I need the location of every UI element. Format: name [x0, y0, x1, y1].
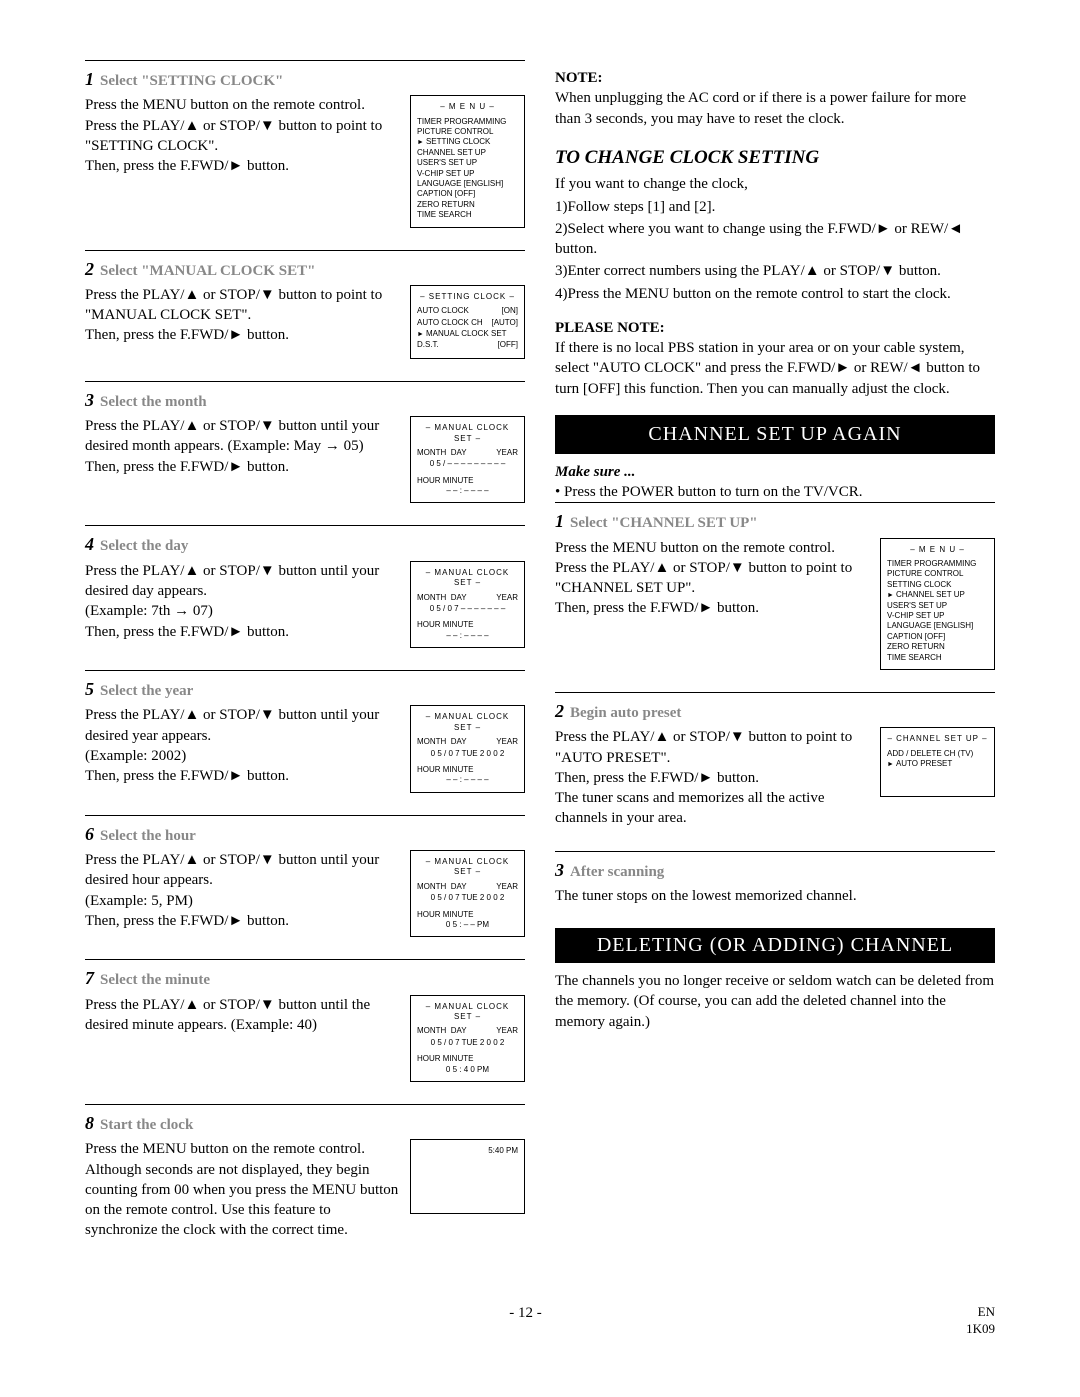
step-number: 8	[85, 1113, 94, 1133]
please-note-text: If there is no local PBS station in your…	[555, 338, 995, 399]
instruction-step: 1 Select "SETTING CLOCK" Press the MENU bu…	[85, 60, 525, 228]
note-text: When unplugging the AC cord or if there …	[555, 88, 995, 129]
right-steps-container: 1 Select "CHANNEL SET UP" Press the MENU b…	[555, 502, 995, 906]
step-number: 6	[85, 824, 94, 844]
change-list: 1)Follow steps [1] and [2].2)Select wher…	[555, 197, 995, 304]
osd-screen: – MANUAL CLOCK SET –MONTH DAYYEAR0 5 / 0…	[410, 705, 525, 792]
make-sure-bullet: • Press the POWER button to turn on the …	[555, 482, 995, 502]
instruction-step: 5 Select the year Press the PLAY/▲ or STOP…	[85, 670, 525, 793]
change-intro: If you want to change the clock,	[555, 174, 995, 194]
step-title: Select the month	[100, 394, 207, 410]
page-columns: 1 Select "SETTING CLOCK" Press the MENU bu…	[85, 60, 995, 1263]
osd-screen: 5:40 PM	[410, 1139, 525, 1214]
section-channel-setup: CHANNEL SET UP AGAIN	[555, 415, 995, 454]
left-column: 1 Select "SETTING CLOCK" Press the MENU bu…	[85, 60, 525, 1263]
instruction-step: 2 Select "MANUAL CLOCK SET" Press the PLAY…	[85, 250, 525, 359]
list-item: 3)Enter correct numbers using the PLAY/▲…	[555, 261, 995, 281]
osd-screen: – SETTING CLOCK –AUTO CLOCK[ON]AUTO CLOC…	[410, 285, 525, 359]
footer-lang: EN	[978, 1304, 995, 1319]
step-text: Press the PLAY/▲ or STOP/▼ button to poi…	[555, 727, 870, 828]
step-text: Press the PLAY/▲ or STOP/▼ button until …	[85, 850, 400, 931]
list-item: 1)Follow steps [1] and [2].	[555, 197, 995, 217]
step-number: 1	[555, 511, 564, 531]
delete-channel-text: The channels you no longer receive or se…	[555, 971, 995, 1032]
step-number: 7	[85, 968, 94, 988]
instruction-step: 8 Start the clock Press the MENU button on…	[85, 1104, 525, 1241]
step-title: Select "CHANNEL SET UP"	[570, 515, 758, 531]
page-footer: - 12 - EN 1K09	[85, 1303, 995, 1338]
footer-right: EN 1K09	[966, 1303, 995, 1338]
step-text: Press the MENU button on the remote cont…	[85, 1139, 400, 1240]
step-number: 2	[555, 701, 564, 721]
step-text: Press the MENU button on the remote cont…	[555, 538, 870, 619]
step-title: Select the hour	[100, 828, 196, 844]
right-column: NOTE: When unplugging the AC cord or if …	[555, 60, 995, 1263]
step-number: 2	[85, 259, 94, 279]
osd-screen: – M E N U –TIMER PROGRAMMINGPICTURE CONT…	[410, 95, 525, 227]
instruction-step: 6 Select the hour Press the PLAY/▲ or STOP…	[85, 815, 525, 938]
step-number: 3	[555, 860, 564, 880]
please-note-label: PLEASE NOTE:	[555, 318, 995, 338]
step-text: The tuner stops on the lowest memorized …	[555, 886, 995, 906]
list-item: 4)Press the MENU button on the remote co…	[555, 284, 995, 304]
instruction-step: 2 Begin auto preset Press the PLAY/▲ or ST…	[555, 692, 995, 829]
osd-screen: – MANUAL CLOCK SET –MONTH DAYYEAR0 5 / 0…	[410, 995, 525, 1082]
instruction-step: 1 Select "CHANNEL SET UP" Press the MENU b…	[555, 502, 995, 670]
step-title: After scanning	[570, 864, 664, 880]
make-sure-label: Make sure ...	[555, 462, 995, 482]
step-title: Select "MANUAL CLOCK SET"	[100, 263, 315, 279]
make-sure-text: Press the POWER button to turn on the TV…	[564, 484, 862, 500]
step-number: 3	[85, 390, 94, 410]
list-item: 2)Select where you want to change using …	[555, 219, 995, 260]
section-delete-channel: DELETING (OR ADDING) CHANNEL	[555, 928, 995, 963]
footer-code: 1K09	[966, 1321, 995, 1336]
step-text: Press the MENU button on the remote cont…	[85, 95, 400, 176]
step-title: Select the year	[100, 683, 193, 699]
step-title: Select the minute	[100, 972, 210, 988]
osd-screen: – MANUAL CLOCK SET –MONTH DAYYEAR0 5 / –…	[410, 416, 525, 503]
osd-screen: – CHANNEL SET UP –ADD / DELETE CH (TV)AU…	[880, 727, 995, 797]
instruction-step: 7 Select the minute Press the PLAY/▲ or ST…	[85, 959, 525, 1082]
osd-screen: – MANUAL CLOCK SET –MONTH DAYYEAR0 5 / 0…	[410, 561, 525, 648]
step-number: 5	[85, 679, 94, 699]
osd-screen: – M E N U –TIMER PROGRAMMINGPICTURE CONT…	[880, 538, 995, 670]
step-number: 4	[85, 534, 94, 554]
change-clock-heading: TO CHANGE CLOCK SETTING	[555, 145, 995, 171]
step-text: Press the PLAY/▲ or STOP/▼ button to poi…	[85, 285, 400, 346]
page-number: - 12 -	[509, 1303, 542, 1338]
step-text: Press the PLAY/▲ or STOP/▼ button until …	[85, 416, 400, 477]
step-text: Press the PLAY/▲ or STOP/▼ button until …	[85, 705, 400, 786]
step-number: 1	[85, 69, 94, 89]
step-title: Select the day	[100, 538, 188, 554]
step-title: Select "SETTING CLOCK"	[100, 73, 283, 89]
osd-screen: – MANUAL CLOCK SET –MONTH DAYYEAR0 5 / 0…	[410, 850, 525, 937]
instruction-step: 3 After scanning The tuner stops on the lo…	[555, 851, 995, 907]
instruction-step: 4 Select the day Press the PLAY/▲ or STOP/…	[85, 525, 525, 648]
instruction-step: 3 Select the month Press the PLAY/▲ or STO…	[85, 381, 525, 504]
step-text: Press the PLAY/▲ or STOP/▼ button until …	[85, 995, 400, 1036]
note-label: NOTE:	[555, 68, 995, 88]
step-title: Start the clock	[100, 1117, 193, 1133]
step-title: Begin auto preset	[570, 705, 681, 721]
step-text: Press the PLAY/▲ or STOP/▼ button until …	[85, 561, 400, 642]
